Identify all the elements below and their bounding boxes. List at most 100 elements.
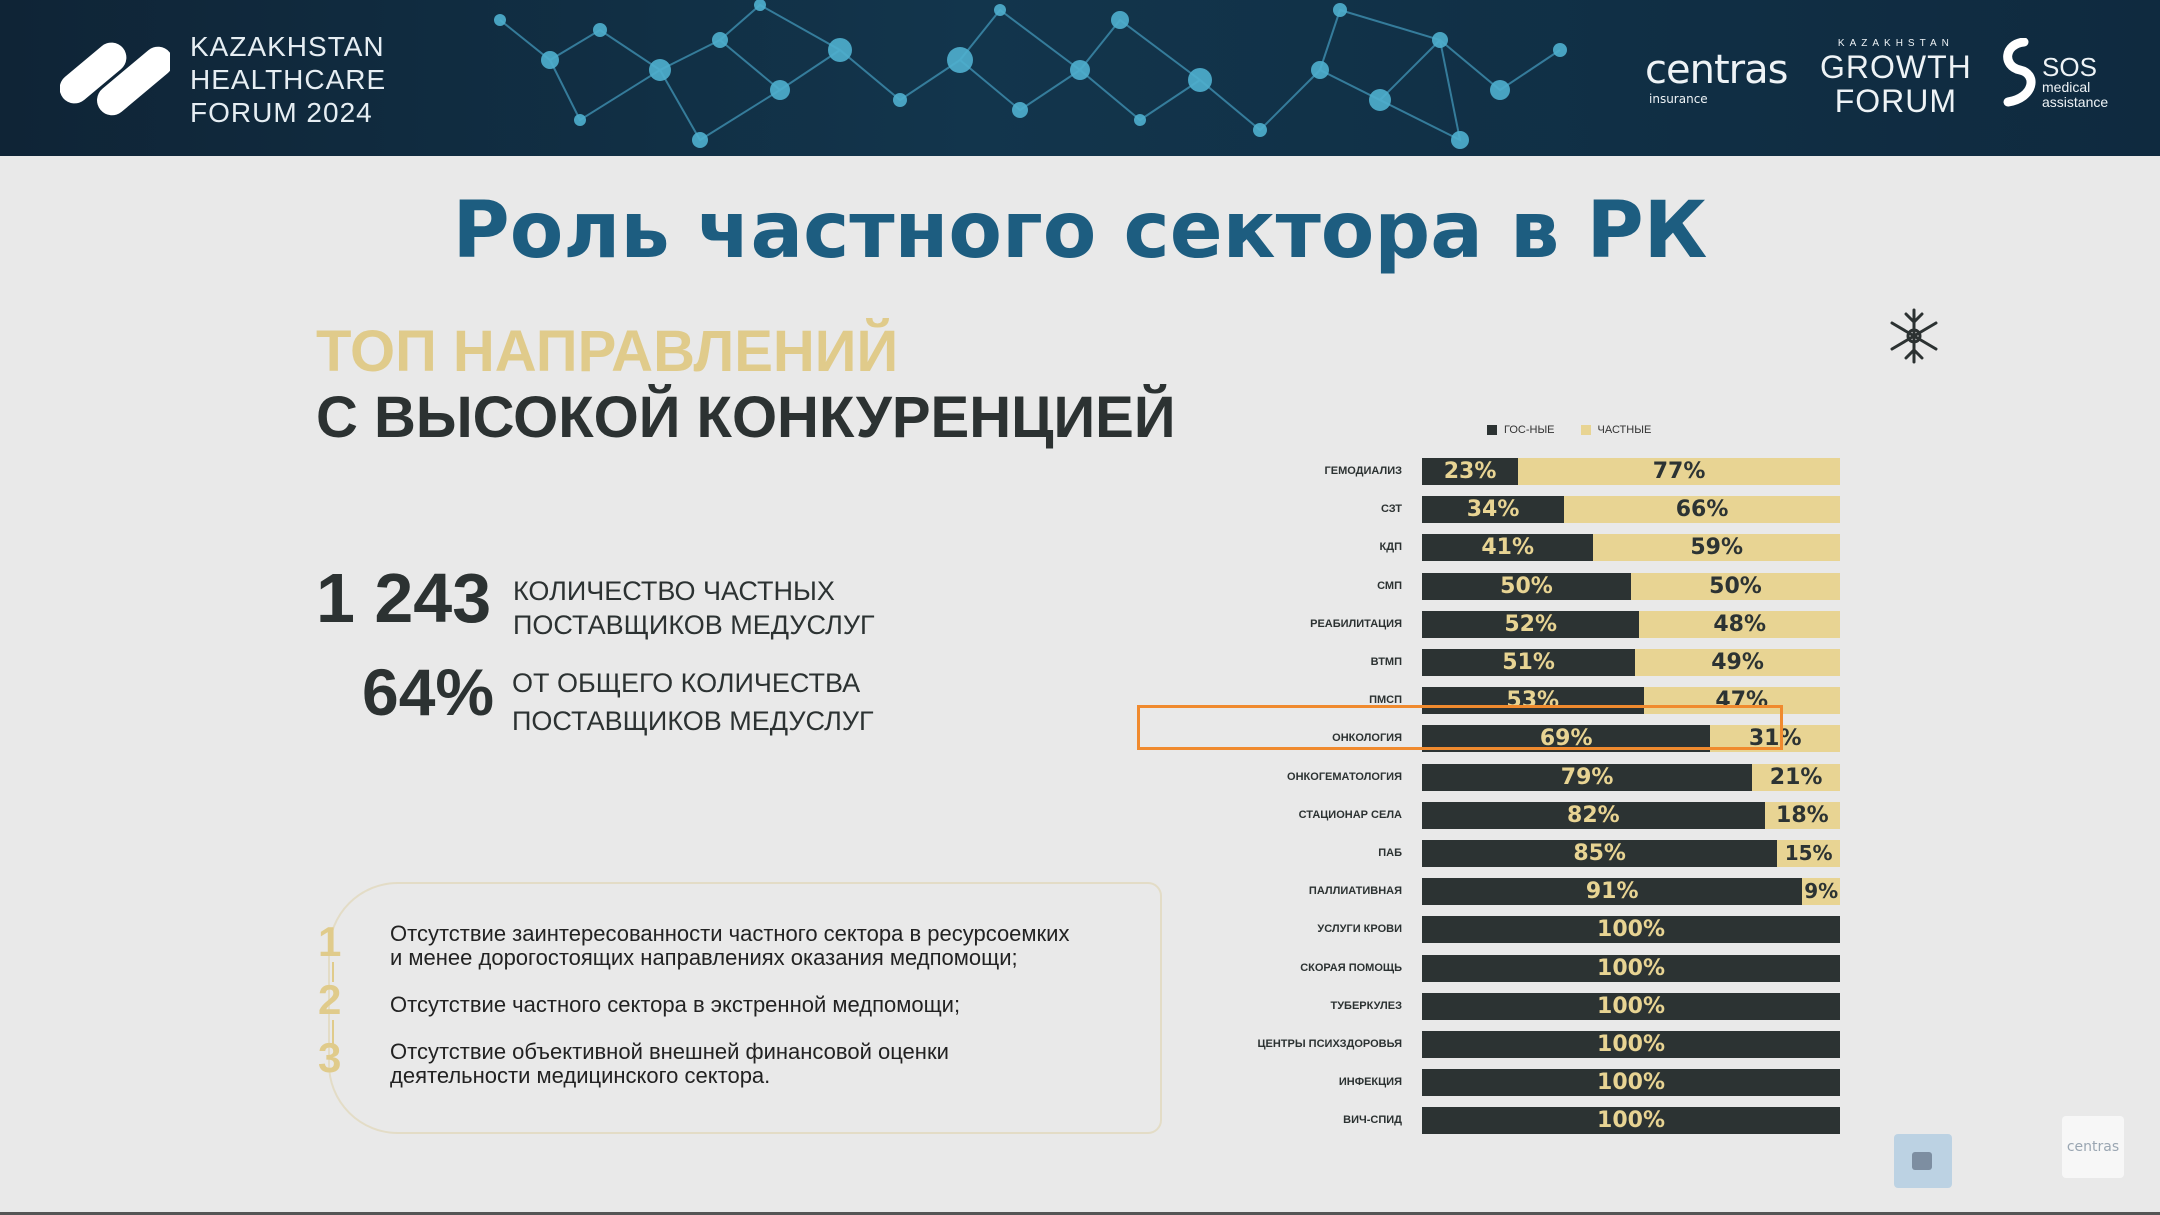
legend-swatch-private	[1580, 425, 1591, 435]
bar-private	[1802, 878, 1840, 906]
category-label: ВИЧ-СПИД	[1343, 1114, 1402, 1127]
bar-gov	[1422, 840, 1778, 867]
category-label: КДП	[1379, 541, 1402, 554]
centras-logo-text: centras	[1645, 47, 1788, 93]
note-number: 2	[318, 976, 342, 1023]
bar-private	[1564, 496, 1840, 524]
legend-label-private: ЧАСТНЫЕ	[1597, 424, 1652, 436]
bar-gov-label: 100%	[1597, 955, 1665, 981]
centras-watermark: centras	[2062, 1116, 2124, 1178]
sos-logo-line: assistance	[2042, 94, 2109, 110]
bar-private-label: 66%	[1675, 497, 1729, 523]
note-line: деятельности медицинского сектора.	[390, 1063, 771, 1088]
bar-private	[1639, 610, 1840, 638]
category-label: РЕАБИЛИТАЦИЯ	[1310, 617, 1402, 630]
bar-gov-label: 51%	[1502, 650, 1555, 675]
stat-share-percent: 64%	[362, 655, 495, 729]
note-line: Отсутствие частного сектора в экстренной…	[390, 992, 961, 1017]
category-label: ТУБЕРКУЛЕЗ	[1330, 999, 1403, 1012]
stat-desc-line: КОЛИЧЕСТВО ЧАСТНЫХ	[513, 576, 835, 606]
bar-private-label: 47%	[1715, 688, 1769, 714]
bar-gov-label: 100%	[1597, 1108, 1665, 1134]
bar-private	[1777, 840, 1840, 867]
note-number: 1	[318, 918, 342, 965]
bar-gov-label: 52%	[1504, 611, 1558, 637]
stat-desc-line: ПОСТАВЩИКОВ МЕДУСЛУГ	[513, 610, 875, 640]
legend-swatch-gov	[1487, 425, 1497, 435]
forum-title-line: FORUM 2024	[190, 97, 373, 128]
growth-forum-logo: KAZAKHSTAN GROWTH FORUM	[1820, 38, 1972, 118]
bar-gov	[1422, 992, 1840, 1020]
stat-share-desc: ОТ ОБЩЕГО КОЛИЧЕСТВА ПОСТАВЩИКОВ МЕДУСЛУ…	[512, 664, 874, 740]
growth-forum-logo-line: GROWTH	[1820, 49, 1972, 85]
category-label: ГЕМОДИАЛИЗ	[1324, 465, 1402, 477]
note-line: и менее дорогостоящих направлениях оказа…	[390, 945, 1018, 970]
legend-label-gov: ГОС-НЫЕ	[1504, 424, 1555, 436]
category-label: ПАЛЛИАТИВНАЯ	[1308, 885, 1402, 898]
category-label: ИНФЕКЦИЯ	[1338, 1076, 1402, 1089]
centras-logo: centras insurance	[1645, 47, 1788, 106]
bar-gov-label: 100%	[1597, 993, 1665, 1019]
bar-private-label: 77%	[1652, 459, 1706, 484]
bar-gov	[1422, 496, 1565, 524]
bar-gov	[1422, 878, 1803, 906]
bottom-border	[0, 1212, 2160, 1215]
section-heading-top: ТОП НАПРАВЛЕНИЙ	[316, 319, 899, 384]
bar-gov-label: 79%	[1560, 764, 1614, 790]
bar-private-label: 59%	[1690, 535, 1744, 561]
sos-logo-name: SOS	[2042, 52, 2097, 82]
sos-medical-logo: SOS medical assistance	[1994, 37, 2108, 110]
bar-gov	[1422, 916, 1840, 944]
bar-gov-label: 82%	[1567, 802, 1620, 828]
bar-gov	[1422, 801, 1765, 829]
snowflake-ornament-icon	[1890, 308, 1938, 364]
kazakhstan-healthcare-forum-logo	[60, 42, 170, 116]
category-label: ПАБ	[1378, 847, 1402, 859]
stat-providers-desc: КОЛИЧЕСТВО ЧАСТНЫХ ПОСТАВЩИКОВ МЕДУСЛУГ	[513, 574, 875, 642]
video-call-button[interactable]	[1894, 1134, 1952, 1188]
notes-panel	[328, 882, 1162, 1134]
bar-gov-label: 34%	[1466, 497, 1520, 523]
bar-gov	[1422, 610, 1640, 638]
video-call-icon	[1912, 1152, 1932, 1170]
bar-private-label: 48%	[1713, 611, 1766, 637]
stat-desc-line: ОТ ОБЩЕГО КОЛИЧЕСТВА	[512, 668, 861, 698]
bar-gov	[1422, 1069, 1840, 1097]
bar-private-label: 21%	[1769, 764, 1823, 790]
category-label: ЦЕНТРЫ ПСИХЗДОРОВЬЯ	[1257, 1038, 1402, 1050]
slide-title: Роль частного сектора в РК	[452, 186, 1708, 276]
bar-gov	[1422, 458, 1519, 485]
molecule-network-graphic	[494, 0, 1567, 149]
header-banner: KAZAKHSTAN HEALTHCARE FORUM 2024 centras…	[0, 0, 2160, 156]
bar-gov-label: 23%	[1443, 459, 1497, 484]
growth-forum-logo-line: FORUM	[1834, 83, 1958, 119]
bar-private	[1752, 763, 1840, 791]
note-item: Отсутствие частного сектора в экстренной…	[390, 993, 960, 1017]
note-item: Отсутствие объективной внешней финансово…	[390, 1040, 949, 1088]
bar-gov	[1422, 649, 1636, 676]
category-label: ОНКОГЕМАТОЛОГИЯ	[1287, 770, 1402, 783]
bar-gov	[1422, 763, 1753, 791]
note-line: Отсутствие объективной внешней финансово…	[390, 1039, 949, 1064]
section-heading-bottom: С ВЫСОКОЙ КОНКУРЕНЦИЕЙ	[316, 385, 1176, 450]
bar-gov-label: 50%	[1500, 573, 1553, 599]
bar-gov	[1422, 954, 1840, 982]
note-number: 3	[318, 1034, 342, 1081]
bar-gov-label: 53%	[1506, 688, 1560, 714]
sos-logo-text: SOS medical assistance	[2042, 54, 2108, 110]
notes-connector	[332, 1020, 334, 1044]
bar-private	[1764, 801, 1840, 829]
centras-logo-sub: insurance	[1649, 92, 1708, 106]
bar-gov	[1422, 1107, 1840, 1135]
bar-private-label: 15%	[1784, 841, 1833, 865]
bar-gov-label: 100%	[1597, 1070, 1665, 1096]
category-label: СМП	[1377, 579, 1402, 592]
bar-gov-label: 91%	[1585, 879, 1639, 905]
category-label: УСЛУГИ КРОВИ	[1317, 923, 1402, 936]
sos-logo-line: medical	[2042, 79, 2091, 95]
forum-title-line: HEALTHCARE	[190, 64, 387, 95]
bar-gov-label: 100%	[1597, 1032, 1665, 1057]
bar-gov-label: 41%	[1481, 535, 1535, 561]
category-label: СЗТ	[1381, 503, 1402, 516]
